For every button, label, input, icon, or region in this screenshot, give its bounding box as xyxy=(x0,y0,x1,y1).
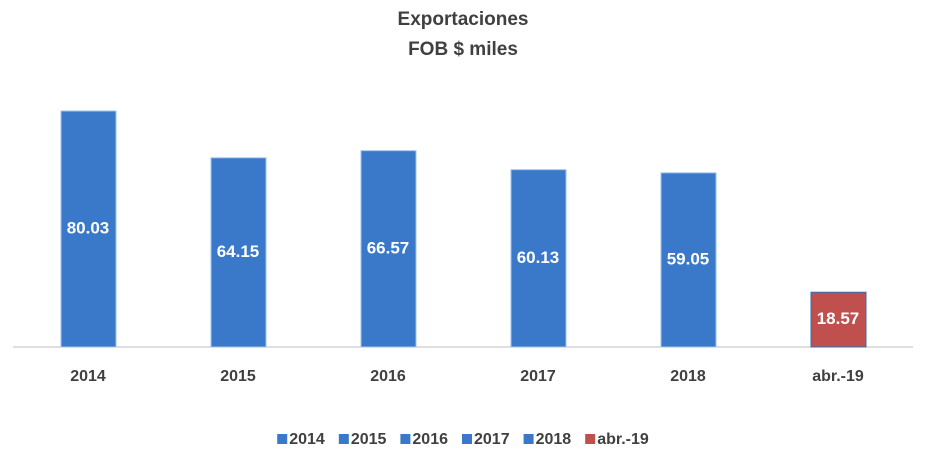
legend-label: 2015 xyxy=(351,431,387,448)
legend-label: 2017 xyxy=(474,431,510,448)
x-tick-label: 2015 xyxy=(220,368,256,385)
bar xyxy=(510,169,567,348)
chart-subtitle: FOB $ miles xyxy=(408,39,518,60)
bar xyxy=(210,157,267,348)
legend-swatch xyxy=(523,434,534,444)
legend-swatch xyxy=(338,434,349,444)
legend-swatch xyxy=(462,434,472,444)
legend-swatch xyxy=(400,434,411,444)
value-label: 60.13 xyxy=(517,248,560,267)
x-tick-label: 2016 xyxy=(370,368,406,385)
legend-swatch xyxy=(585,434,596,444)
x-tick-label: 2018 xyxy=(670,368,706,385)
chart-title: Exportaciones xyxy=(398,9,529,30)
bar xyxy=(660,172,717,348)
bar xyxy=(810,291,867,348)
x-tick-label: 2014 xyxy=(70,368,106,385)
bar xyxy=(60,110,117,348)
x-tick-label: 2017 xyxy=(520,368,556,385)
x-tick-label: abr.-19 xyxy=(812,368,864,385)
value-label: 80.03 xyxy=(67,218,110,237)
legend-label: 2018 xyxy=(536,431,572,448)
value-label: 59.05 xyxy=(667,249,710,268)
legend-label: abr.-19 xyxy=(597,431,649,448)
value-label: 66.57 xyxy=(367,238,410,257)
bar xyxy=(360,150,417,348)
value-label: 64.15 xyxy=(217,242,260,261)
value-label: 18.57 xyxy=(817,309,860,328)
legend-label: 2016 xyxy=(412,431,448,448)
legend-swatch xyxy=(277,434,288,444)
legend-label: 2014 xyxy=(289,431,325,448)
